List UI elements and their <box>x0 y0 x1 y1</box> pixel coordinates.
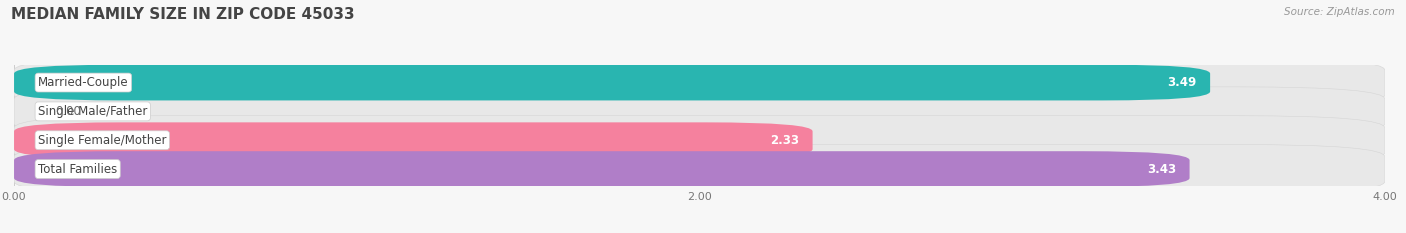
FancyBboxPatch shape <box>14 116 1385 165</box>
Text: Married-Couple: Married-Couple <box>38 76 129 89</box>
Text: MEDIAN FAMILY SIZE IN ZIP CODE 45033: MEDIAN FAMILY SIZE IN ZIP CODE 45033 <box>11 7 354 22</box>
Text: Single Female/Mother: Single Female/Mother <box>38 134 166 147</box>
Text: Source: ZipAtlas.com: Source: ZipAtlas.com <box>1284 7 1395 17</box>
Text: 3.43: 3.43 <box>1147 163 1175 176</box>
Text: 2.33: 2.33 <box>770 134 799 147</box>
Text: Total Families: Total Families <box>38 163 117 176</box>
FancyBboxPatch shape <box>14 65 1211 100</box>
Text: 0.00: 0.00 <box>55 105 82 118</box>
Text: 3.49: 3.49 <box>1167 76 1197 89</box>
FancyBboxPatch shape <box>14 144 1385 194</box>
FancyBboxPatch shape <box>14 58 1385 107</box>
Text: Single Male/Father: Single Male/Father <box>38 105 148 118</box>
FancyBboxPatch shape <box>14 122 813 158</box>
FancyBboxPatch shape <box>14 87 1385 136</box>
FancyBboxPatch shape <box>14 151 1189 187</box>
